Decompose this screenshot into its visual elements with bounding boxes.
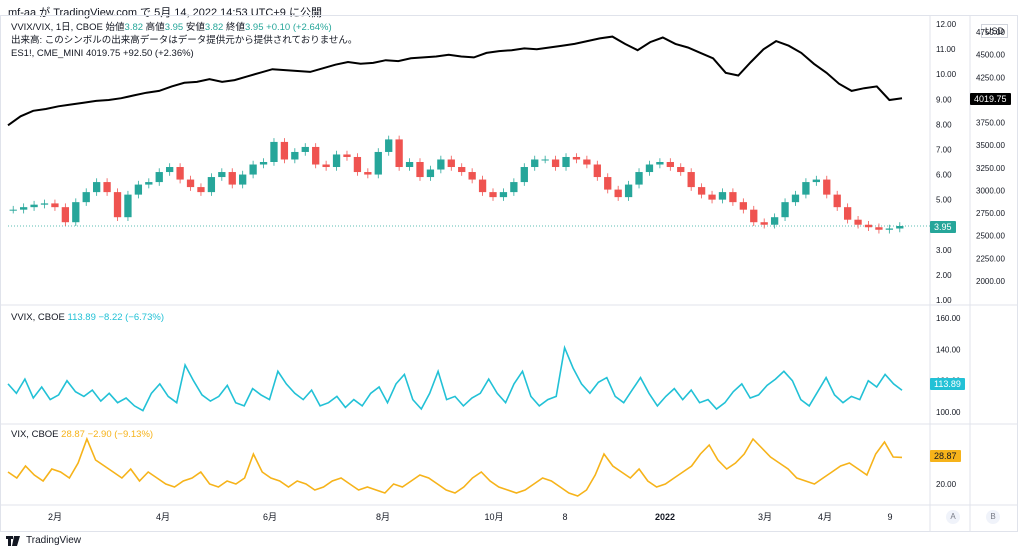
vvix-price-label: 113.89 [930, 378, 965, 390]
high-value: 3.95 [164, 22, 184, 33]
es-price-label: 4019.75 [970, 93, 1011, 105]
low-value: 3.82 [204, 22, 224, 33]
currency-button[interactable]: USD [981, 24, 1009, 38]
es-legend: ES1!, CME_MINI 4019.75 +92.50 (+2.36%) [11, 48, 194, 60]
vvix-symbol: VVIX, CBOE [11, 312, 65, 323]
main-legend: VVIX/VIX, 1日, CBOE 始値3.82 高値3.95 安値3.82 … [11, 22, 332, 34]
ratio-price-label: 3.95 [930, 221, 956, 233]
vix-change: −2.90 (−9.13%) [87, 429, 154, 440]
brand-footer[interactable]: TradingView [6, 535, 81, 546]
vvix-value: 113.89 [67, 312, 96, 323]
auto-scale-button[interactable]: A [946, 510, 960, 524]
chart-frame[interactable] [0, 15, 1018, 532]
tradingview-logo-icon [6, 535, 20, 546]
close-label: 終値 [225, 22, 245, 33]
close-value: 3.95 [245, 22, 264, 33]
open-label: 始値 [105, 22, 125, 33]
open-value: 3.82 [124, 22, 144, 33]
vvix-change: −8.22 (−6.73%) [98, 312, 165, 323]
low-label: 安値 [185, 22, 205, 33]
vix-symbol: VIX, CBOE [11, 429, 59, 440]
es-change: +92.50 (+2.36%) [122, 48, 194, 59]
vvix-legend: VVIX, CBOE 113.89 −8.22 (−6.73%) [11, 312, 164, 324]
change-value: +0.10 (+2.64%) [266, 22, 332, 33]
high-label: 高値 [145, 22, 165, 33]
vix-legend: VIX, CBOE 28.87 −2.90 (−9.13%) [11, 429, 153, 441]
vix-value: 28.87 [61, 429, 85, 440]
brand-name: TradingView [26, 535, 82, 546]
vix-price-label: 28.87 [930, 450, 961, 462]
volume-note: 出来高: このシンボルの出来高データはデータ提供元から提供されておりません。 [11, 35, 358, 46]
log-scale-button[interactable]: B [986, 510, 1000, 524]
main-symbol: VVIX/VIX, 1日, CBOE [11, 22, 103, 33]
publish-header: mf-aa が TradingView.com で 5月 14, 2022 14… [8, 7, 322, 19]
es-symbol: ES1!, CME_MINI [11, 48, 84, 59]
es-value: 4019.75 [85, 48, 121, 59]
